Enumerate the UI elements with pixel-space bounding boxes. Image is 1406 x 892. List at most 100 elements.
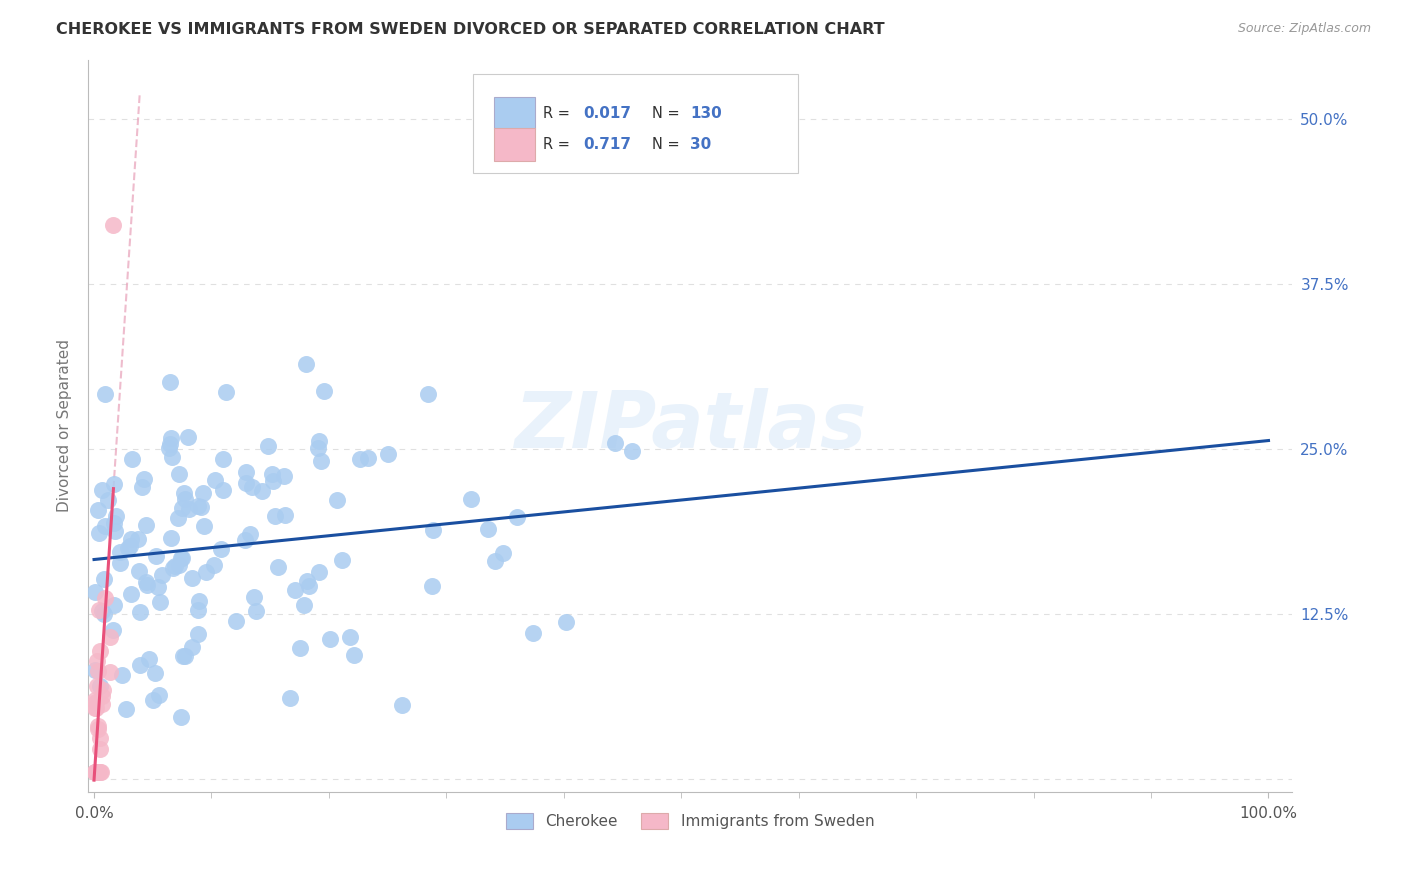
- FancyBboxPatch shape: [494, 97, 534, 129]
- Point: [87, 664, 110, 678]
- Point: [84, 765, 107, 780]
- Point: [150, 567, 173, 582]
- Point: [84, 765, 107, 780]
- FancyBboxPatch shape: [494, 128, 534, 161]
- Point: [245, 604, 267, 618]
- Point: [477, 522, 499, 536]
- Point: [179, 502, 201, 516]
- Point: [149, 595, 172, 609]
- Point: [83, 765, 105, 780]
- Point: [290, 640, 312, 655]
- Text: CHEROKEE VS IMMIGRANTS FROM SWEDEN DIVORCED OR SEPARATED CORRELATION CHART: CHEROKEE VS IMMIGRANTS FROM SWEDEN DIVOR…: [56, 22, 884, 37]
- Point: [308, 434, 330, 448]
- Point: [177, 430, 200, 444]
- Point: [86, 679, 108, 693]
- Point: [187, 594, 209, 608]
- Point: [84, 585, 107, 599]
- Point: [260, 467, 283, 481]
- Point: [391, 698, 413, 713]
- Point: [117, 541, 139, 555]
- Point: [145, 549, 167, 563]
- Point: [298, 579, 321, 593]
- Point: [420, 579, 443, 593]
- Point: [312, 384, 335, 399]
- Point: [148, 688, 170, 702]
- Point: [91, 682, 114, 697]
- Point: [86, 654, 108, 668]
- Point: [416, 387, 439, 401]
- Point: [87, 525, 110, 540]
- Point: [460, 492, 482, 507]
- Point: [522, 626, 544, 640]
- Point: [278, 691, 301, 706]
- Point: [104, 524, 127, 539]
- Point: [84, 701, 107, 715]
- Text: ZIPatlas: ZIPatlas: [515, 388, 866, 464]
- Point: [128, 605, 150, 619]
- Text: 0.017: 0.017: [583, 105, 631, 120]
- Point: [204, 473, 226, 487]
- Point: [148, 580, 170, 594]
- Point: [87, 603, 110, 617]
- Point: [84, 663, 107, 677]
- Point: [135, 517, 157, 532]
- Point: [187, 499, 209, 513]
- Point: [180, 571, 202, 585]
- Point: [174, 491, 197, 506]
- Point: [131, 480, 153, 494]
- Point: [235, 475, 257, 490]
- Point: [103, 477, 125, 491]
- Point: [235, 465, 257, 479]
- Point: [264, 508, 287, 523]
- Point: [167, 558, 190, 573]
- Point: [90, 765, 112, 780]
- Text: 130: 130: [690, 105, 721, 120]
- Point: [325, 493, 347, 508]
- Point: [84, 765, 107, 780]
- Point: [167, 467, 190, 482]
- Point: [83, 765, 105, 780]
- Point: [160, 531, 183, 545]
- Text: Source: ZipAtlas.com: Source: ZipAtlas.com: [1237, 22, 1371, 36]
- Point: [484, 554, 506, 568]
- Point: [91, 483, 114, 498]
- Point: [555, 615, 578, 629]
- Point: [89, 742, 111, 756]
- Point: [170, 501, 193, 516]
- Point: [90, 604, 112, 618]
- Point: [173, 486, 195, 500]
- Point: [84, 765, 107, 780]
- Point: [166, 510, 188, 524]
- Point: [91, 689, 114, 703]
- Point: [159, 436, 181, 450]
- Point: [108, 557, 131, 571]
- Point: [170, 551, 193, 566]
- Point: [87, 765, 110, 780]
- Point: [165, 558, 187, 573]
- Point: [162, 561, 184, 575]
- Point: [422, 523, 444, 537]
- Point: [343, 648, 366, 662]
- Point: [212, 451, 235, 466]
- Point: [93, 518, 115, 533]
- Point: [297, 574, 319, 588]
- Point: [86, 765, 108, 780]
- Point: [121, 452, 143, 467]
- Point: [159, 375, 181, 389]
- Point: [135, 575, 157, 590]
- Point: [242, 480, 264, 494]
- Point: [620, 443, 643, 458]
- Point: [273, 469, 295, 483]
- Point: [157, 441, 180, 455]
- Point: [97, 493, 120, 508]
- Point: [274, 508, 297, 523]
- Point: [118, 539, 141, 553]
- Point: [309, 453, 332, 467]
- Point: [142, 693, 165, 707]
- Point: [284, 583, 307, 598]
- Point: [91, 697, 114, 711]
- Point: [105, 508, 128, 523]
- Point: [115, 701, 138, 715]
- Point: [93, 591, 115, 606]
- Point: [145, 665, 167, 680]
